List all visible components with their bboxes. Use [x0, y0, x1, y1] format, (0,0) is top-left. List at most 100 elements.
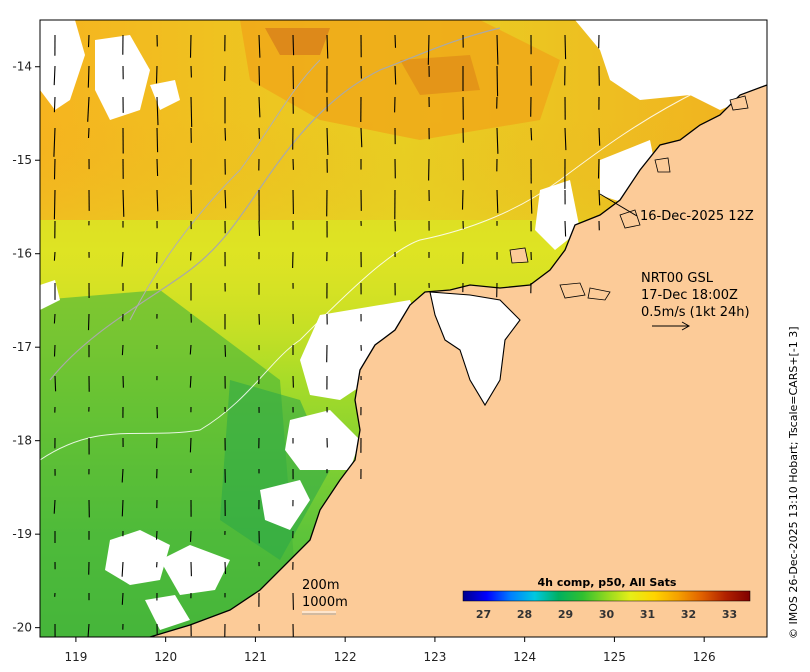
current-vector	[156, 158, 159, 177]
islands	[509, 95, 749, 301]
x-axis: 119 120 121 122 123 124 125 126	[64, 637, 716, 664]
current-vector	[87, 34, 90, 48]
colorbar-tick-label: 32	[681, 608, 696, 621]
colorbar-tick-label: 31	[640, 608, 655, 621]
current-vector	[496, 189, 499, 214]
current-vector	[496, 127, 499, 154]
current-vector	[258, 34, 261, 58]
colorbar-tick-label: 30	[599, 608, 615, 621]
current-vector	[224, 127, 227, 141]
current-vector	[53, 313, 56, 324]
y-tick-label: -18	[12, 434, 32, 448]
coastline	[149, 84, 767, 637]
y-axis: -14 -15 -16 -17 -18 -19 -20	[12, 60, 40, 635]
current-vector	[87, 96, 90, 122]
y-tick-label: -17	[12, 340, 32, 354]
gulf-inlet	[430, 292, 520, 405]
current-vector	[224, 561, 227, 575]
current-vector	[564, 220, 567, 237]
current-vector	[326, 127, 329, 156]
sst-hot-patch-2	[400, 55, 480, 95]
imos-credit: © IMOS 26-Dec-2025 13:10 Hobart; Tscale=…	[787, 326, 800, 639]
current-vector	[598, 127, 601, 146]
current-vector	[598, 189, 601, 206]
colorbar: 4h comp, p50, All Sats 27 28 29 30 31 32 33	[462, 576, 751, 621]
current-vector	[597, 158, 600, 179]
current-vector	[87, 65, 90, 88]
x-tick-label: 124	[513, 650, 536, 664]
current-vector	[156, 96, 159, 126]
current-vectors	[53, 34, 601, 637]
contour-1000m-label: 1000m	[302, 595, 348, 610]
x-tick-label: 121	[244, 650, 267, 664]
current-vector	[87, 127, 90, 139]
colorbar-tick-label: 28	[517, 608, 532, 621]
date-label: 16-Dec-2025 12Z	[640, 209, 754, 224]
current-vector	[427, 34, 430, 65]
y-tick-label: -16	[12, 247, 32, 261]
current-vector	[87, 623, 90, 637]
x-tick-label: 120	[154, 650, 177, 664]
x-tick-label: 123	[423, 650, 446, 664]
current-vector	[156, 189, 159, 212]
current-vector	[53, 251, 56, 261]
current-vector	[326, 34, 329, 59]
current-vector	[292, 34, 295, 56]
current-vector	[190, 96, 193, 128]
current-vector	[360, 127, 363, 148]
current-vector	[53, 158, 56, 180]
current-vector	[121, 468, 124, 483]
colorbar-ticks: 27 28 29 30 31 32 33	[476, 608, 737, 621]
current-vector	[156, 127, 159, 153]
current-vector	[121, 499, 124, 517]
current-vector	[258, 127, 261, 139]
sst-cool-southwest	[40, 290, 300, 637]
current-model-label: NRT00 GSL	[641, 271, 714, 286]
current-vector	[121, 251, 124, 267]
map-panel	[40, 20, 767, 637]
current-time-label: 17-Dec 18:00Z	[641, 288, 738, 303]
current-vector	[258, 220, 261, 236]
current-vector	[189, 344, 192, 355]
y-tick-label: -20	[12, 621, 32, 635]
current-vector	[461, 189, 464, 210]
current-vector	[189, 375, 192, 388]
current-vector	[394, 65, 397, 85]
y-tick-label: -15	[12, 153, 32, 167]
current-vector	[155, 65, 158, 84]
current-vector	[53, 96, 56, 113]
current-vector	[121, 344, 124, 356]
isobath-200m	[40, 89, 701, 461]
current-vector	[189, 530, 192, 542]
x-tick-label: 126	[693, 650, 716, 664]
current-vector	[53, 189, 56, 220]
current-scale-label: 0.5m/s (1kt 24h)	[641, 305, 750, 320]
x-tick-label: 125	[603, 650, 626, 664]
current-vector	[258, 96, 261, 118]
colorbar-tick-label: 33	[722, 608, 737, 621]
current-vector	[224, 344, 227, 357]
current-vector	[564, 127, 567, 151]
current-scale-arrow	[652, 321, 691, 331]
contour-200m-label: 200m	[302, 578, 339, 593]
land-mass	[150, 85, 767, 637]
colorbar-title: 4h comp, p50, All Sats	[538, 576, 677, 589]
y-tick-label: -14	[12, 60, 32, 74]
current-vector	[496, 34, 499, 65]
current-vector	[54, 375, 57, 392]
y-tick-label: -19	[12, 527, 32, 541]
colorbar-ramp	[462, 590, 751, 602]
current-vector	[496, 65, 499, 97]
current-vector	[53, 499, 56, 514]
current-vector	[121, 561, 124, 577]
date-label-leader	[599, 193, 638, 217]
current-vector	[53, 127, 56, 157]
gulf-coastline	[429, 291, 521, 407]
current-vector	[87, 313, 90, 331]
isobath-deep	[129, 59, 321, 321]
current-vector	[190, 189, 193, 214]
current-vector	[224, 189, 227, 209]
current-vector	[530, 127, 533, 141]
colorbar-tick-label: 29	[558, 608, 573, 621]
